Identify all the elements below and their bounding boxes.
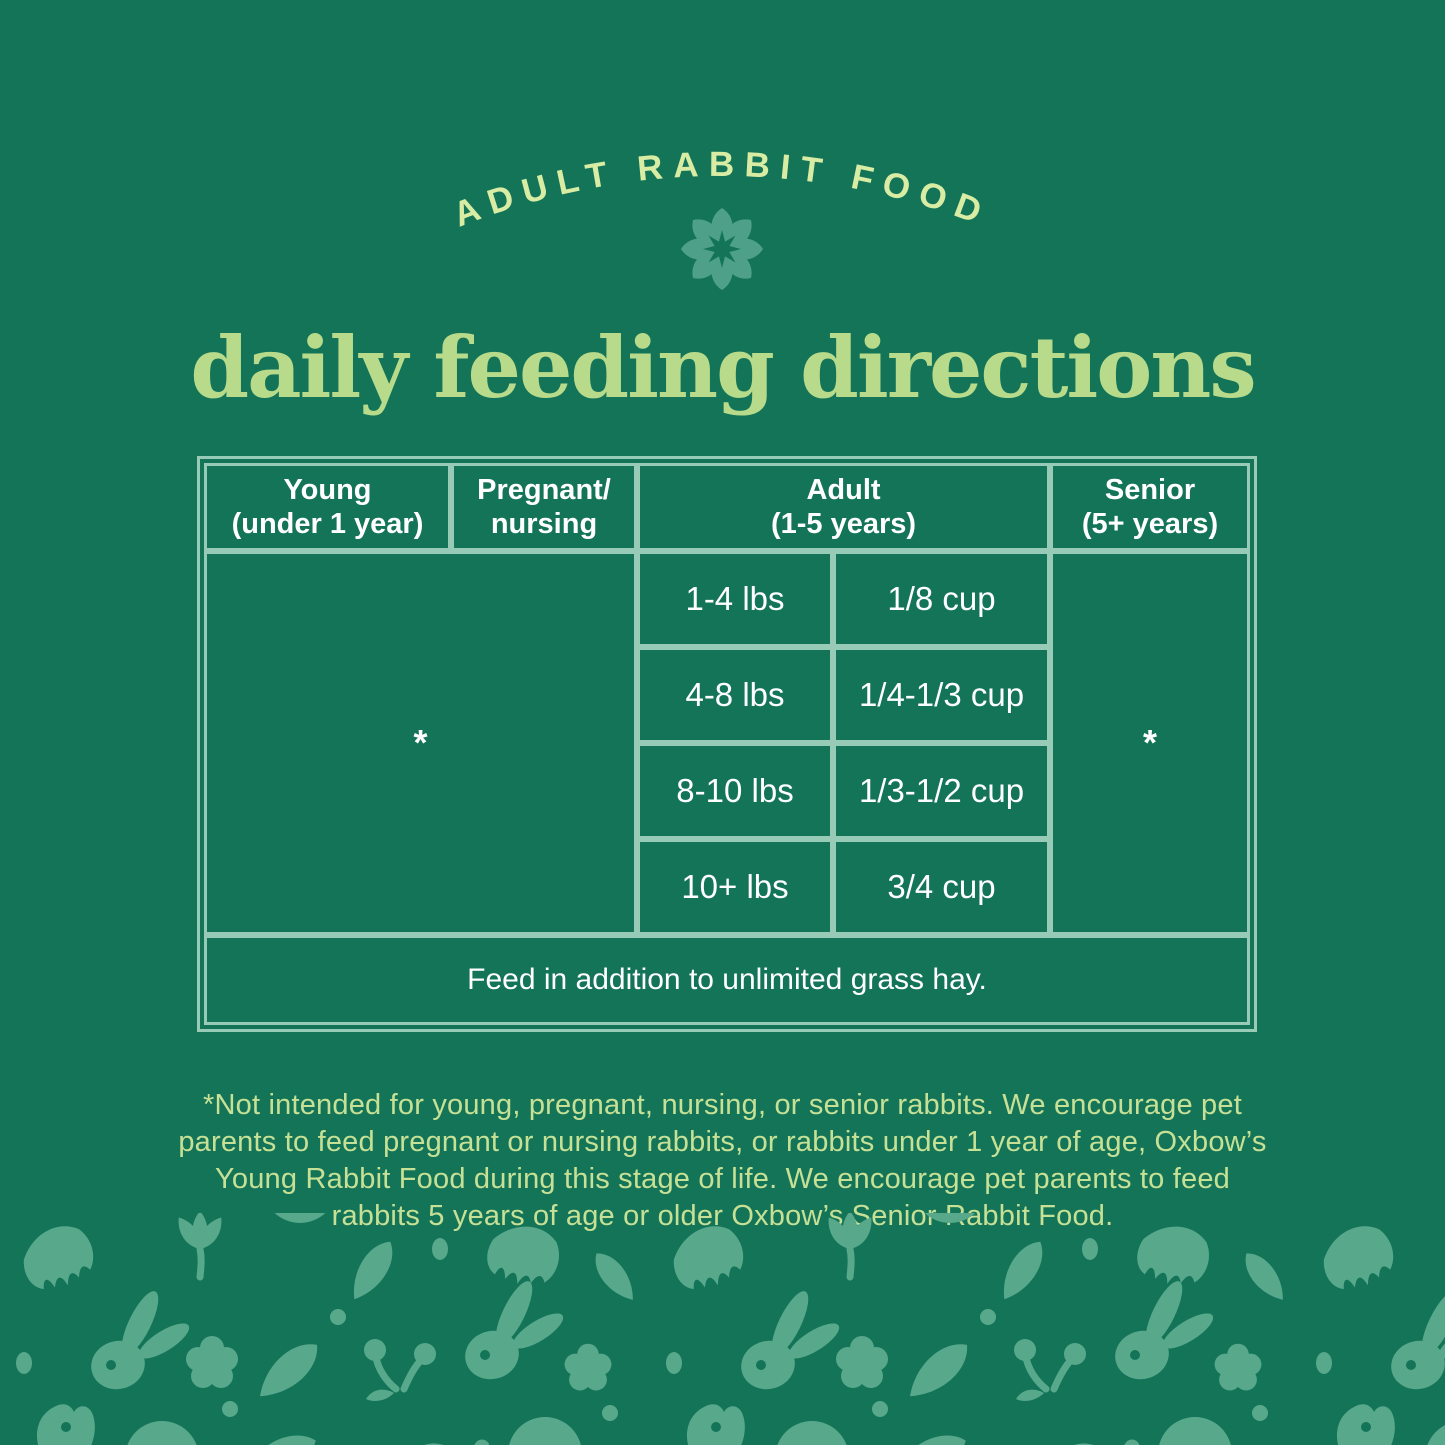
flower-icon (681, 208, 763, 290)
col-header-young-line2: (under 1 year) (231, 508, 424, 540)
decorative-pattern (15, 1213, 1445, 1445)
col-header-senior: Senior (5+ years) (1050, 463, 1250, 551)
col-header-adult: Adult (1-5 years) (637, 463, 1050, 551)
cell-adult-weight-4: 10+ lbs (637, 839, 833, 935)
col-header-adult-line2: (1-5 years) (770, 508, 917, 540)
feeding-table: Young (under 1 year) Pregnant/ nursing A… (197, 456, 1257, 1032)
cell-adult-amount-4: 3/4 cup (833, 839, 1050, 935)
cell-adult-weight-2: 4-8 lbs (637, 647, 833, 743)
col-header-senior-line1: Senior (1104, 474, 1196, 506)
cell-adult-amount-2: 1/4-1/3 cup (833, 647, 1050, 743)
col-header-young: Young (under 1 year) (204, 463, 451, 551)
footnote: *Not intended for young, pregnant, nursi… (178, 1089, 1267, 1232)
brand-arc-header: ADULT RABBIT FOOD (448, 145, 986, 290)
cell-senior-asterisk: * (1050, 551, 1250, 935)
cell-adult-amount-3: 1/3-1/2 cup (833, 743, 1050, 839)
col-header-young-line1: Young (283, 474, 372, 506)
cell-adult-weight-3: 8-10 lbs (637, 743, 833, 839)
cell-young-pregnant-asterisk: * (204, 551, 637, 935)
cell-feed-note: Feed in addition to unlimited grass hay. (204, 935, 1250, 1025)
feeding-table-grid: Young (under 1 year) Pregnant/ nursing A… (204, 463, 1250, 1025)
col-header-adult-line1: Adult (806, 474, 881, 506)
cell-adult-weight-1: 1-4 lbs (637, 551, 833, 647)
col-header-pregnant-line1: Pregnant/ (477, 474, 611, 506)
page-title: daily feeding directions (190, 318, 1256, 417)
cell-adult-amount-1: 1/8 cup (833, 551, 1050, 647)
col-header-senior-line2: (5+ years) (1081, 508, 1219, 540)
col-header-pregnant: Pregnant/ nursing (451, 463, 637, 551)
col-header-pregnant-line2: nursing (490, 508, 598, 540)
